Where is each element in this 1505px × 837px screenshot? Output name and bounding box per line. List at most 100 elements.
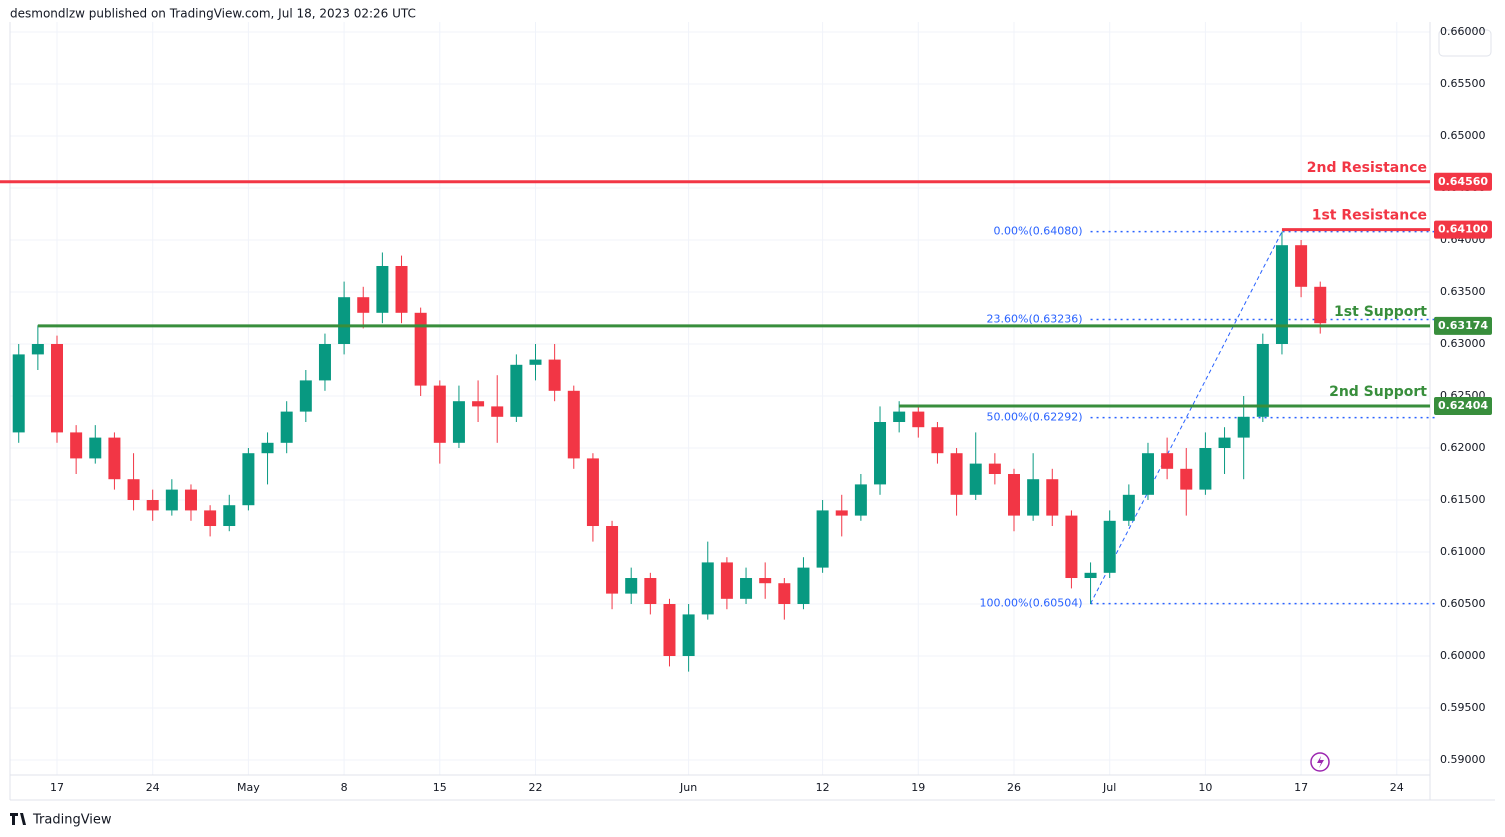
candle-body [759,578,772,584]
candle-body [1122,494,1135,521]
y-tick-label: 0.65000 [1440,129,1486,142]
y-tick-label: 0.62000 [1440,441,1486,454]
candle-body [491,406,504,417]
x-tick-label: 24 [146,781,160,794]
candle-body [931,427,944,454]
candle-body [242,453,255,506]
candle-body [625,578,638,594]
y-tick-label: 0.65500 [1440,77,1486,90]
candle-body [414,312,427,386]
y-tick-label: 0.60500 [1440,597,1486,610]
candle-body [1237,416,1250,438]
scale-button[interactable] [1438,29,1492,57]
candle-body [204,510,217,527]
price-tag-label: 0.62404 [1438,399,1488,412]
candle-body [1084,572,1097,579]
price-tag-label: 0.64100 [1438,223,1488,236]
candle-body [969,463,982,495]
x-tick-label: 17 [1294,781,1308,794]
candle-body [893,411,906,423]
price-tag [1434,316,1492,335]
candle-body [548,359,561,391]
level-label: 2nd Resistance [1307,160,1427,176]
x-tick-label: 12 [816,781,830,794]
candle-body [720,562,733,599]
candle-body [1161,453,1174,469]
x-tick-label: 26 [1007,781,1021,794]
candle-body [701,562,714,615]
candle-body [1065,515,1078,579]
header: desmondlzw published on TradingView.com,… [10,7,416,21]
candle-body [1275,245,1288,345]
candle-body [299,380,312,412]
candle-body [51,344,63,433]
candle-body [950,453,963,495]
x-tick-label: 15 [433,781,447,794]
candle-body [1218,437,1231,449]
candle-body [1027,479,1040,516]
candle-body [1008,474,1020,516]
footer-brand: TradingView [32,813,112,828]
candle-body [1199,448,1212,490]
candle-body [433,385,446,443]
y-tick-label: 0.63500 [1440,285,1486,298]
y-tick-label: 0.60000 [1440,649,1486,662]
candle-body [874,422,887,485]
event-icon-bolt [1317,756,1324,768]
y-tick-label: 0.61500 [1440,493,1486,506]
fib-label: 100.00%(0.60504) [980,597,1083,610]
candle-body [108,437,121,480]
x-tick-label: 24 [1390,781,1404,794]
candle-body [682,614,695,657]
candle-body [338,297,351,345]
price-tag [1434,220,1492,239]
level-label: 1st Support [1334,304,1427,320]
y-tick-label: 0.61000 [1440,545,1486,558]
candle-body [854,484,867,516]
logo [10,813,26,825]
x-tick-label: Jun [679,781,697,794]
y-tick-label: 0.66000 [1440,25,1486,38]
candle-body [89,437,102,459]
candle-body [280,411,293,443]
candle-body [778,583,791,605]
candle-body [586,458,599,527]
candle-body [1256,344,1269,417]
candle-body [529,359,542,365]
candle-body [12,354,25,433]
candle-body [1141,453,1154,495]
candle-body [452,401,465,443]
fib-label: 0.00%(0.64080) [994,225,1083,238]
x-tick-label: Jul [1102,781,1116,794]
x-tick-label: 22 [529,781,543,794]
candle-body [1180,468,1193,490]
candle-body [797,567,810,605]
price-tag-label: 0.64560 [1438,175,1488,188]
candle-body [472,401,485,407]
y-tick-label: 0.59500 [1440,701,1486,714]
event-icon[interactable] [1310,752,1330,772]
x-tick-label: 8 [341,781,348,794]
candle-body [912,411,925,428]
x-tick-label: May [237,781,260,794]
candle-body [1295,245,1308,287]
price-tag-label: 0.63174 [1438,319,1488,332]
candle-body [376,265,389,313]
candle-body [357,297,370,313]
y-tick-label: 0.59000 [1440,753,1486,766]
price-tag [1434,172,1492,191]
price-tag [1434,396,1492,415]
x-tick-label: 10 [1198,781,1212,794]
candle-body [663,604,676,657]
candle-body [988,463,1001,475]
candle-body [1046,479,1059,516]
candle-body [644,578,657,605]
candle-body [127,479,140,501]
candle-body [165,489,178,511]
fib-label: 23.60%(0.63236) [987,312,1083,325]
x-tick-label: 19 [911,781,925,794]
candle-body [606,526,619,594]
candle-body [567,390,580,459]
